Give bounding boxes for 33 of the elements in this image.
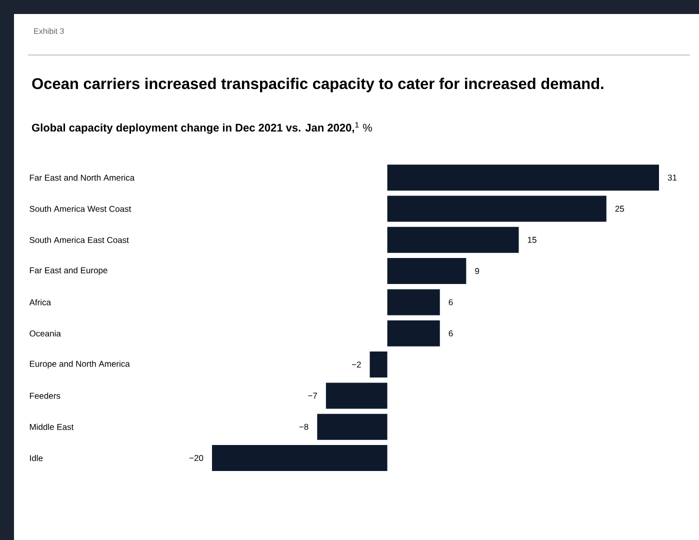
y-tick-label: Far East and Europe (30, 267, 108, 276)
bar (370, 352, 388, 378)
data-label: −7 (308, 392, 317, 399)
bar (387, 196, 606, 222)
data-label: −20 (189, 455, 204, 462)
bar (212, 445, 388, 472)
bar (317, 414, 388, 440)
data-label: 6 (448, 299, 453, 306)
y-tick-label: Idle (30, 454, 43, 462)
y-tick-label: Far East and North America (30, 174, 135, 181)
data-label: 6 (448, 330, 453, 336)
data-label: −8 (299, 424, 308, 430)
bar (387, 320, 440, 346)
chart-subtitle: Global capacity deployment change in Dec 2021 vs. Jan 2020,$^{1}$ % (32, 122, 372, 134)
bar (387, 289, 440, 316)
data-label: 9 (475, 268, 480, 274)
y-tick-label: South America East Coast (30, 236, 129, 244)
bar (387, 164, 659, 191)
bar (387, 258, 466, 284)
data-label: −2 (352, 362, 361, 368)
y-tick-label: Middle East (30, 424, 74, 430)
y-tick-label: Europe and North America (30, 360, 130, 368)
y-tick-label: Feeders (30, 392, 60, 399)
chart-title: Ocean carriers increased transpacific capacity to cater for increased demand. (32, 78, 604, 92)
data-label: 25 (615, 206, 624, 212)
y-tick-label: Oceania (30, 330, 61, 336)
text: Exhibit 3 (34, 28, 64, 34)
bar (387, 226, 519, 253)
y-tick-label: Africa (29, 299, 51, 306)
y-tick-label: South America West Coast (30, 206, 132, 212)
data-label: 31 (668, 174, 677, 181)
bar (326, 382, 388, 409)
data-label: 15 (528, 236, 536, 243)
